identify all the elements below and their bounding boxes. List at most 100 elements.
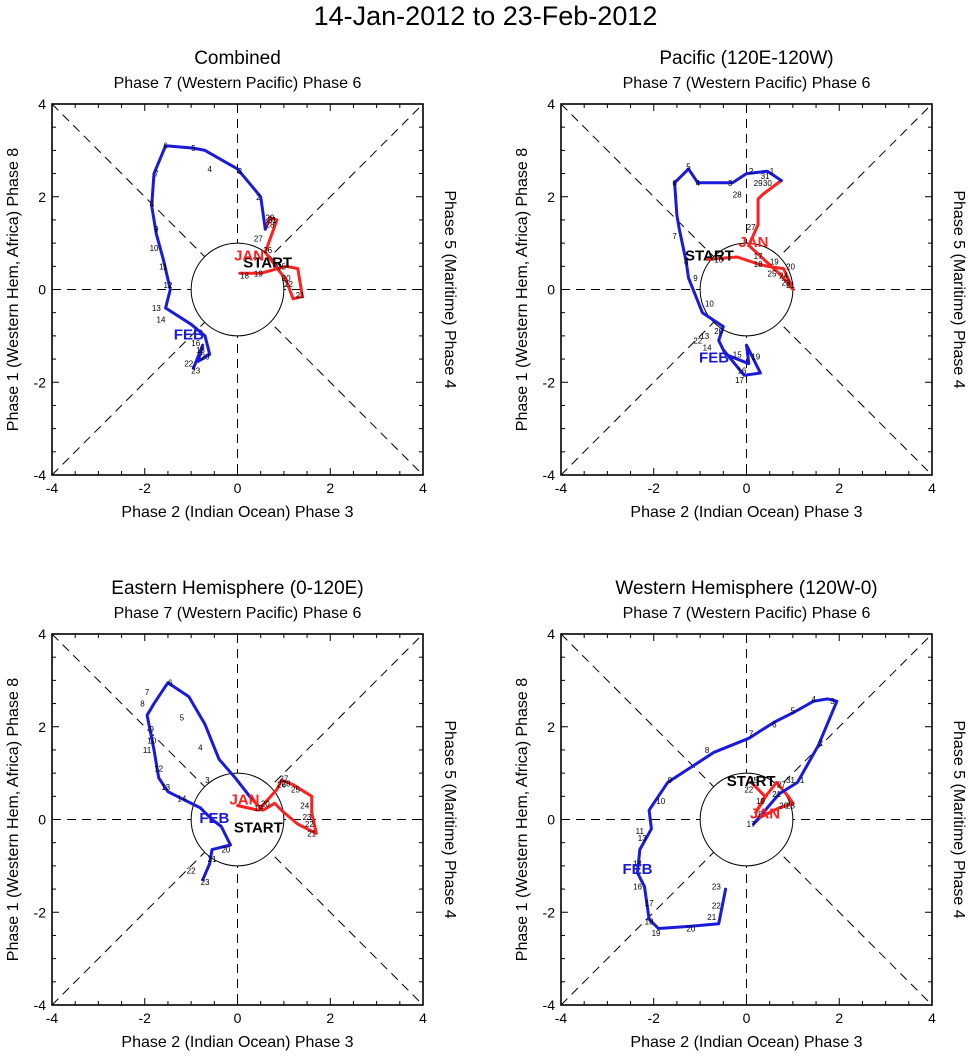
day-label: 28 bbox=[282, 779, 291, 788]
day-label: 19 bbox=[254, 804, 263, 813]
y-tick-label: 0 bbox=[547, 282, 555, 298]
day-label: 16 bbox=[191, 339, 200, 348]
feb-label: FEB bbox=[623, 861, 653, 878]
day-label: 27 bbox=[279, 775, 288, 784]
day-label: 26 bbox=[277, 781, 286, 790]
day-label: 19 bbox=[751, 353, 760, 362]
day-label: 15 bbox=[733, 350, 742, 359]
x-tick-label: 4 bbox=[419, 480, 427, 496]
ticks bbox=[51, 103, 424, 476]
day-label: 22 bbox=[744, 785, 753, 794]
day-label: 8 bbox=[140, 700, 145, 709]
day-label: 7 bbox=[145, 688, 150, 697]
day-label: 8 bbox=[684, 258, 689, 267]
top-phase-label: Phase 7 (Western Pacific) Phase 6 bbox=[623, 605, 871, 622]
day-label: 19 bbox=[756, 797, 765, 806]
x-tick-label: -4 bbox=[46, 480, 59, 496]
jan-label: JAN bbox=[738, 234, 768, 251]
day-label: 22 bbox=[712, 901, 721, 910]
day-label: 27 bbox=[747, 223, 756, 232]
day-label: 13 bbox=[700, 332, 709, 341]
x-tick-label: 4 bbox=[419, 1010, 427, 1026]
day-label: 16 bbox=[737, 367, 746, 376]
y-tick-label: 0 bbox=[38, 812, 46, 828]
day-label: 19 bbox=[652, 929, 661, 938]
day-label: 31 bbox=[786, 776, 795, 785]
day-label: 20 bbox=[221, 846, 230, 855]
day-label: 21 bbox=[786, 281, 795, 290]
day-label: 9 bbox=[149, 725, 154, 734]
y-tick-label: -2 bbox=[34, 904, 47, 920]
day-label: 11 bbox=[143, 746, 152, 755]
top-phase-label: Phase 7 (Western Pacific) Phase 6 bbox=[114, 75, 362, 92]
x-tick-label: 4 bbox=[928, 480, 936, 496]
day-label: 2 bbox=[818, 739, 823, 748]
x-tick-label: 0 bbox=[234, 480, 242, 496]
day-label: 22 bbox=[284, 280, 293, 289]
left-phase-label: Phase 1 (Western Hem, Africa) Phase 8 bbox=[5, 148, 22, 431]
day-label: 11 bbox=[159, 262, 168, 271]
x-tick-label: 2 bbox=[835, 1010, 843, 1026]
day-label: 5 bbox=[191, 144, 196, 153]
jan-label: JAN bbox=[234, 248, 264, 265]
day-label: 24 bbox=[300, 802, 309, 811]
start-label: START bbox=[234, 819, 283, 836]
x-tick-label: -2 bbox=[648, 1010, 661, 1026]
y-tick-label: 4 bbox=[547, 96, 555, 112]
series-line-feb bbox=[673, 167, 783, 377]
day-label: 5 bbox=[180, 713, 185, 722]
day-label: 26 bbox=[263, 246, 272, 255]
right-phase-label: Phase 5 (Maritime) Phase 4 bbox=[441, 720, 458, 918]
day-label: 12 bbox=[163, 281, 172, 290]
feb-label: FEB bbox=[174, 327, 204, 344]
day-label: 22 bbox=[305, 820, 314, 829]
right-phase-label: Phase 5 (Maritime) Phase 4 bbox=[950, 190, 967, 388]
day-label: 6 bbox=[772, 720, 777, 729]
day-label: 17 bbox=[747, 820, 756, 829]
y-tick-label: 4 bbox=[547, 626, 555, 642]
day-label: 7 bbox=[154, 170, 159, 179]
ticks bbox=[560, 633, 933, 1006]
x-tick-label: 2 bbox=[835, 480, 843, 496]
day-label: 20 bbox=[261, 799, 270, 808]
y-tick-label: -4 bbox=[543, 997, 556, 1013]
y-tick-label: 2 bbox=[547, 719, 555, 735]
left-phase-label: Phase 1 (Western Hem, Africa) Phase 8 bbox=[514, 148, 531, 431]
day-label: 22 bbox=[187, 867, 196, 876]
day-label: 10 bbox=[656, 797, 665, 806]
day-label: 23 bbox=[191, 367, 200, 376]
day-label: 3 bbox=[205, 776, 210, 785]
day-label: 13 bbox=[638, 834, 647, 843]
day-label: 14 bbox=[703, 343, 712, 352]
day-label: 21 bbox=[772, 790, 781, 799]
bottom-phase-label: Phase 2 (Indian Ocean) Phase 3 bbox=[630, 504, 862, 521]
series-line-jan bbox=[705, 179, 795, 291]
panel-title: Eastern Hemisphere (0-120E) bbox=[111, 578, 363, 599]
left-phase-label: Phase 1 (Western Hem, Africa) Phase 8 bbox=[5, 678, 22, 961]
y-tick-label: -4 bbox=[543, 467, 556, 483]
series-line-jan bbox=[238, 216, 304, 301]
x-tick-label: -2 bbox=[139, 480, 152, 496]
right-phase-label: Phase 5 (Maritime) Phase 4 bbox=[441, 190, 458, 388]
day-label: 1 bbox=[770, 167, 775, 176]
feb-label: FEB bbox=[199, 810, 229, 827]
x-tick-label: -4 bbox=[555, 1010, 568, 1026]
phase-panel-4: -4 -2 0 2 4 -4 -2 0 2 4 Western Hemisphere (120W-0… bbox=[514, 578, 967, 1051]
day-label: 27 bbox=[254, 234, 263, 243]
day-label: 8 bbox=[149, 200, 154, 209]
day-label: 5 bbox=[791, 707, 796, 716]
day-label: 10 bbox=[147, 737, 156, 746]
day-label: 10 bbox=[705, 299, 714, 308]
day-label: 6 bbox=[168, 679, 173, 688]
ticks bbox=[51, 633, 424, 1006]
day-label: 22 bbox=[693, 337, 702, 346]
x-tick-label: -4 bbox=[555, 480, 568, 496]
x-tick-label: -2 bbox=[139, 1010, 152, 1026]
day-label: 22 bbox=[184, 360, 193, 369]
day-label: 3 bbox=[830, 697, 835, 706]
day-label: 20 bbox=[714, 327, 723, 336]
day-label: 8 bbox=[705, 746, 710, 755]
day-label: 31 bbox=[761, 172, 770, 181]
y-tick-label: -2 bbox=[543, 904, 556, 920]
bottom-phase-label: Phase 2 (Indian Ocean) Phase 3 bbox=[121, 1034, 353, 1051]
